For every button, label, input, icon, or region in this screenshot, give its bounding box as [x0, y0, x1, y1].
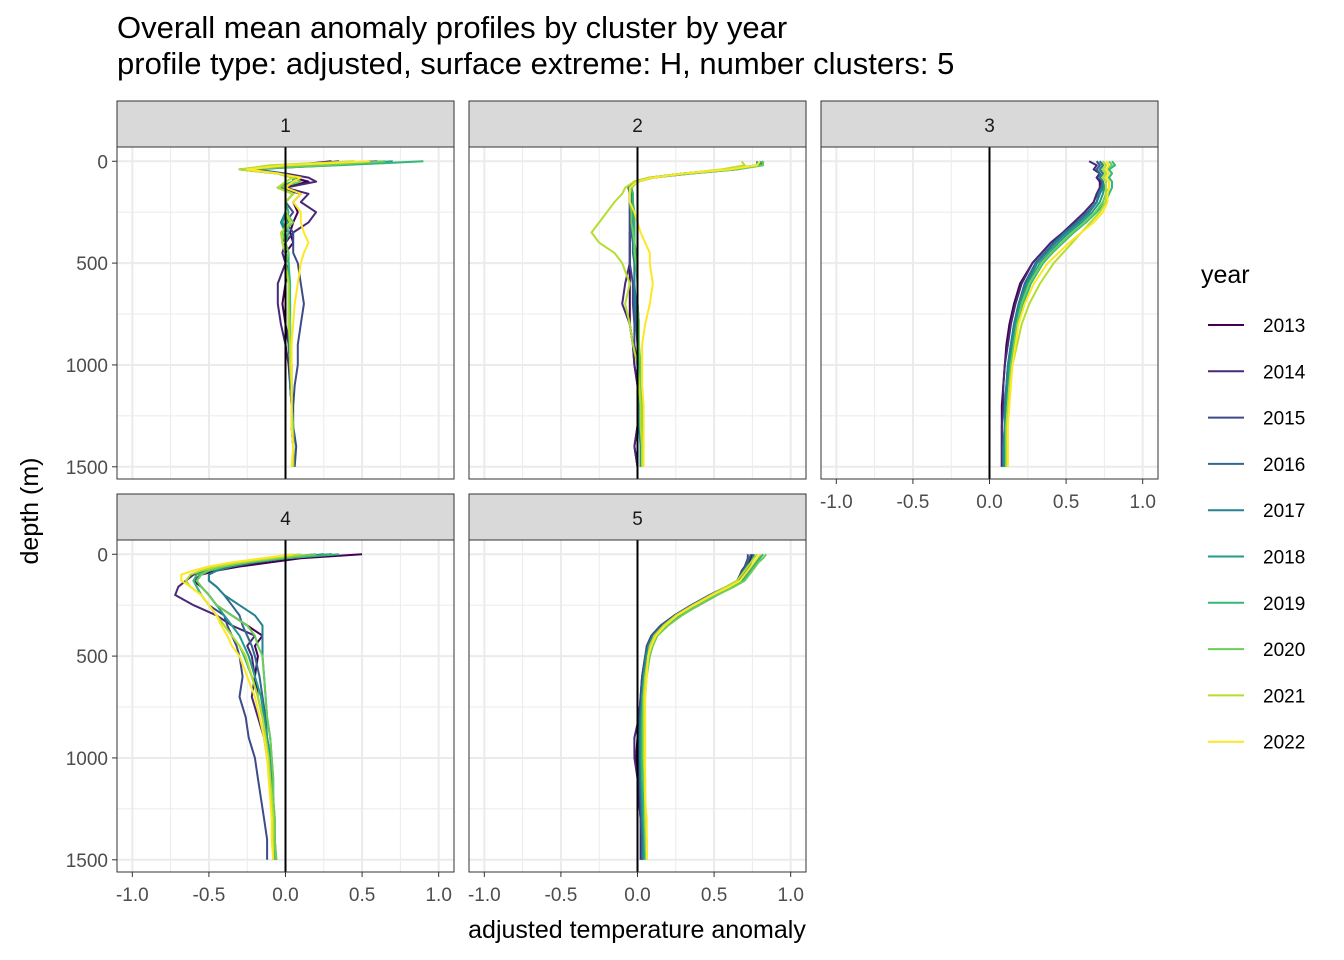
chart-title: Overall mean anomaly profiles by cluster… — [117, 10, 954, 82]
panel-1-border — [116, 146, 455, 480]
panel-1-y-tick-label: 500 — [76, 254, 108, 275]
panel-1-strip-label: 1 — [280, 116, 291, 137]
panel-4-y-tick-label: 1500 — [66, 851, 108, 872]
legend-label-2016: 2016 — [1263, 455, 1305, 476]
legend-label-2018: 2018 — [1263, 548, 1305, 569]
panel-4-x-tick-label: -0.5 — [193, 885, 226, 906]
legend-label-2015: 2015 — [1263, 409, 1305, 430]
chart-title-line2: profile type: adjusted, surface extreme:… — [117, 46, 955, 81]
legend-label-2022: 2022 — [1263, 733, 1305, 754]
panel-1-y-tick-label: 0 — [97, 152, 108, 173]
panel-4-y-tick-label: 1000 — [66, 749, 108, 770]
panel-3-x-tick-label: 0.0 — [976, 492, 1002, 513]
panel-4-strip — [116, 493, 455, 541]
panel-3-series-2014 — [1000, 160, 1103, 467]
legend-label-2014: 2014 — [1263, 362, 1306, 383]
panel-4-x-tick-label: -1.0 — [116, 885, 149, 906]
panel-4-y-tick-label: 500 — [76, 647, 108, 668]
legend-label-2021: 2021 — [1263, 686, 1305, 707]
panel-5-strip-label: 5 — [632, 509, 643, 530]
panel-4-x-tick-label: 0.5 — [349, 885, 375, 906]
panel-2-strip — [468, 100, 807, 148]
panel-5-series-2015 — [636, 554, 749, 860]
panel-2-series-2022 — [628, 160, 761, 467]
panel-5-x-tick-label: 0.5 — [701, 885, 727, 906]
panel-1-y-tick-label: 1500 — [66, 458, 108, 479]
panel-3-series-2022 — [1006, 160, 1110, 467]
panel-3-x-tick-label: 0.5 — [1053, 492, 1079, 513]
panel-3-strip — [820, 100, 1159, 148]
legend-label-2020: 2020 — [1263, 640, 1305, 661]
panel-5-x-tick-label: -1.0 — [468, 885, 501, 906]
panel-5-series-2020 — [642, 553, 767, 860]
panel-3-strip-label: 3 — [984, 116, 995, 137]
legend-label-2013: 2013 — [1263, 316, 1305, 337]
x-axis-title: adjusted temperature anomaly — [468, 916, 806, 944]
y-axis-title: depth (m) — [16, 458, 44, 565]
panel-1-y-tick-label: 1000 — [66, 356, 108, 377]
panel-3-series-2021 — [1005, 160, 1107, 467]
panel-4-series-2021 — [184, 553, 301, 860]
panel-5-series-2022 — [644, 553, 761, 860]
panel-1-series-2022 — [246, 160, 370, 467]
panel-2-border — [468, 146, 807, 480]
panel-4-series-2020 — [195, 553, 317, 860]
panel-4-x-tick-label: 1.0 — [425, 885, 451, 906]
panel-4-y-tick-label: 0 — [97, 545, 108, 566]
chart-title-line1: Overall mean anomaly profiles by cluster… — [117, 10, 788, 45]
legend-label-2017: 2017 — [1263, 501, 1305, 522]
panel-4-strip-label: 4 — [280, 509, 291, 530]
panel-5-x-tick-label: 1.0 — [777, 885, 803, 906]
panel-3-x-tick-label: -0.5 — [897, 492, 930, 513]
legend-title: year — [1201, 261, 1250, 289]
panel-3-series-2017 — [1002, 160, 1104, 467]
panel-5-series-2017 — [639, 553, 755, 860]
panel-3-x-tick-label: 1.0 — [1129, 492, 1155, 513]
panel-4-series-2022 — [180, 553, 294, 860]
panel-4-x-tick-label: 0.0 — [272, 885, 298, 906]
panel-3-x-tick-label: -1.0 — [820, 492, 853, 513]
panel-5-x-tick-label: -0.5 — [545, 885, 578, 906]
panel-2-strip-label: 2 — [632, 116, 643, 137]
panel-5-x-tick-label: 0.0 — [624, 885, 650, 906]
legend-label-2019: 2019 — [1263, 594, 1305, 615]
